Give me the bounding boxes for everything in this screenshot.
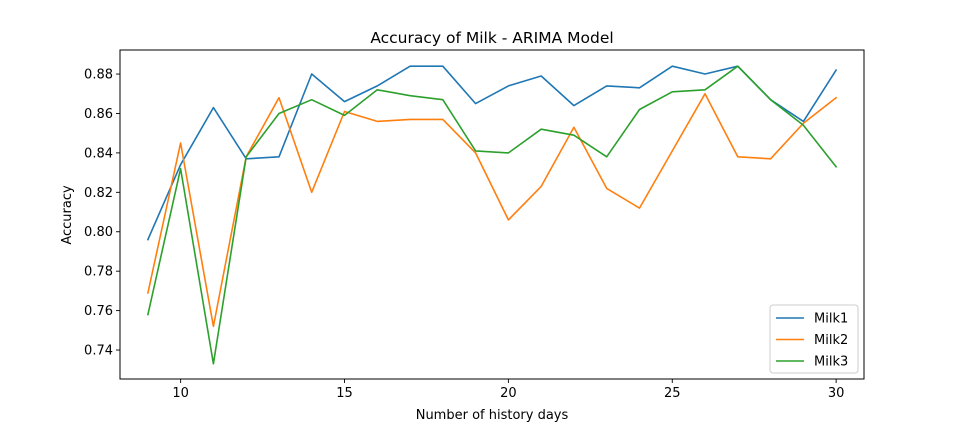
legend-label-milk2: Milk2 — [814, 333, 848, 348]
legend-box — [769, 304, 859, 374]
plot-frame — [119, 49, 865, 380]
y-tick-label: 0.74 — [84, 344, 113, 359]
y-axis: 0.74 0.76 0.78 0.80 0.82 0.84 0.86 0.88 — [84, 68, 120, 359]
y-tick-label: 0.86 — [84, 107, 113, 122]
plot-area: 10 15 20 25 30 0.740.760.780.800.820.840.860… — [84, 49, 865, 401]
y-axis-title: Accuracy — [60, 185, 75, 245]
x-tick-label: 15 — [336, 386, 353, 401]
x-tick-label: 30 — [828, 386, 845, 401]
x-axis: 10 15 20 25 30 — [172, 379, 844, 401]
legend-label-milk1: Milk1 — [814, 312, 848, 327]
y-tick-label: 0.80 — [84, 225, 113, 240]
series-layer — [146, 65, 838, 365]
x-tick-label: 25 — [664, 386, 681, 401]
legend-label-milk3: Milk3 — [814, 355, 848, 370]
legend: Milk1 Milk2 Milk3 — [769, 304, 859, 374]
series-line-milk1 — [146, 65, 838, 241]
y-tick-label: 0.76 — [84, 304, 113, 319]
x-axis-title: Number of history days — [416, 408, 569, 423]
series-line-milk2 — [146, 93, 838, 328]
chart-title: Accuracy of Milk - ARIMA Model — [370, 29, 613, 47]
y-tick-label: 0.82 — [84, 186, 113, 201]
series-line-milk3 — [146, 65, 838, 365]
x-tick-label: 10 — [172, 386, 189, 401]
y-tick-label: 0.88 — [84, 68, 113, 83]
y-tick-label: 0.78 — [84, 265, 113, 280]
x-tick-label: 20 — [500, 386, 517, 401]
y-tick-label: 0.84 — [84, 146, 113, 161]
